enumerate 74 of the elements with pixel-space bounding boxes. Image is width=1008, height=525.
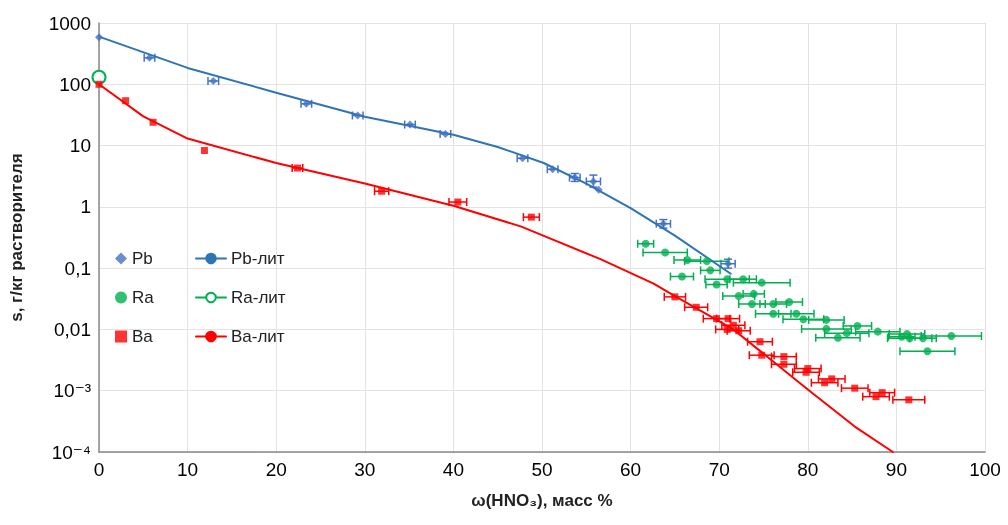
y-axis-title: s, г/кг растворителя xyxy=(7,153,26,322)
x-tick-label: 70 xyxy=(708,459,730,480)
point xyxy=(749,289,758,298)
point xyxy=(594,185,603,194)
point xyxy=(200,147,208,155)
point xyxy=(756,338,764,346)
x-tick-label: 10 xyxy=(177,459,199,480)
point xyxy=(706,266,715,275)
point xyxy=(873,327,882,336)
point xyxy=(905,396,913,404)
point xyxy=(724,315,732,323)
point xyxy=(122,97,130,105)
point xyxy=(785,298,794,307)
y-tick-label: 1 xyxy=(80,196,91,218)
x-tick-label: 90 xyxy=(885,459,907,480)
point xyxy=(780,360,788,368)
point xyxy=(842,329,851,338)
legend-label: Pb xyxy=(132,249,153,268)
point xyxy=(821,379,829,387)
legend-label: Ba-лит xyxy=(231,327,285,346)
y-tick-label: 100 xyxy=(59,73,91,95)
point xyxy=(947,332,956,341)
point xyxy=(712,280,721,289)
point xyxy=(780,353,788,361)
point xyxy=(853,321,862,330)
y-tick-label: 0,1 xyxy=(64,257,91,279)
y-tick-label: 1000 xyxy=(48,12,91,34)
point xyxy=(833,333,842,342)
x-tick-label: 100 xyxy=(969,459,1001,480)
x-tick-label: 0 xyxy=(93,459,105,480)
legend-label: Ba xyxy=(132,327,154,346)
point xyxy=(923,347,932,356)
point xyxy=(149,118,157,126)
point xyxy=(878,389,886,397)
x-tick-label: 60 xyxy=(620,459,642,480)
point xyxy=(757,278,766,287)
point xyxy=(641,239,650,248)
point xyxy=(378,187,386,195)
point xyxy=(95,33,103,42)
point xyxy=(851,384,859,392)
point xyxy=(903,330,912,339)
point xyxy=(527,213,535,221)
point xyxy=(792,309,801,318)
y-tick-label: 0,01 xyxy=(54,318,91,340)
y-tick-label: 10 xyxy=(69,135,91,157)
x-tick-label: 30 xyxy=(354,459,376,480)
point xyxy=(822,315,831,324)
point xyxy=(872,393,880,401)
point xyxy=(769,309,778,318)
y-tick-label: 10⁻⁴ xyxy=(51,441,91,463)
point xyxy=(734,292,743,301)
point xyxy=(692,303,700,311)
point xyxy=(799,315,808,324)
point xyxy=(95,80,103,88)
x-tick-label: 20 xyxy=(265,459,287,480)
legend-label: Ra xyxy=(132,288,155,307)
point xyxy=(671,293,679,301)
point xyxy=(747,300,756,308)
x-tick-label: 40 xyxy=(442,459,464,480)
x-tick-label: 80 xyxy=(797,459,819,480)
point xyxy=(739,275,748,284)
point xyxy=(678,272,686,281)
y-tick-label: 10⁻³ xyxy=(53,380,91,402)
legend-label: Ra-лит xyxy=(231,288,286,307)
point xyxy=(769,300,778,308)
point xyxy=(454,198,462,206)
point xyxy=(758,351,766,359)
point xyxy=(918,334,927,343)
point xyxy=(828,375,836,383)
point xyxy=(822,324,831,333)
point xyxy=(661,248,670,257)
x-axis-title: ω(HNO₃), масс % xyxy=(471,491,613,510)
legend-label: Pb-лит xyxy=(231,249,285,268)
x-tick-label: 50 xyxy=(531,459,553,480)
